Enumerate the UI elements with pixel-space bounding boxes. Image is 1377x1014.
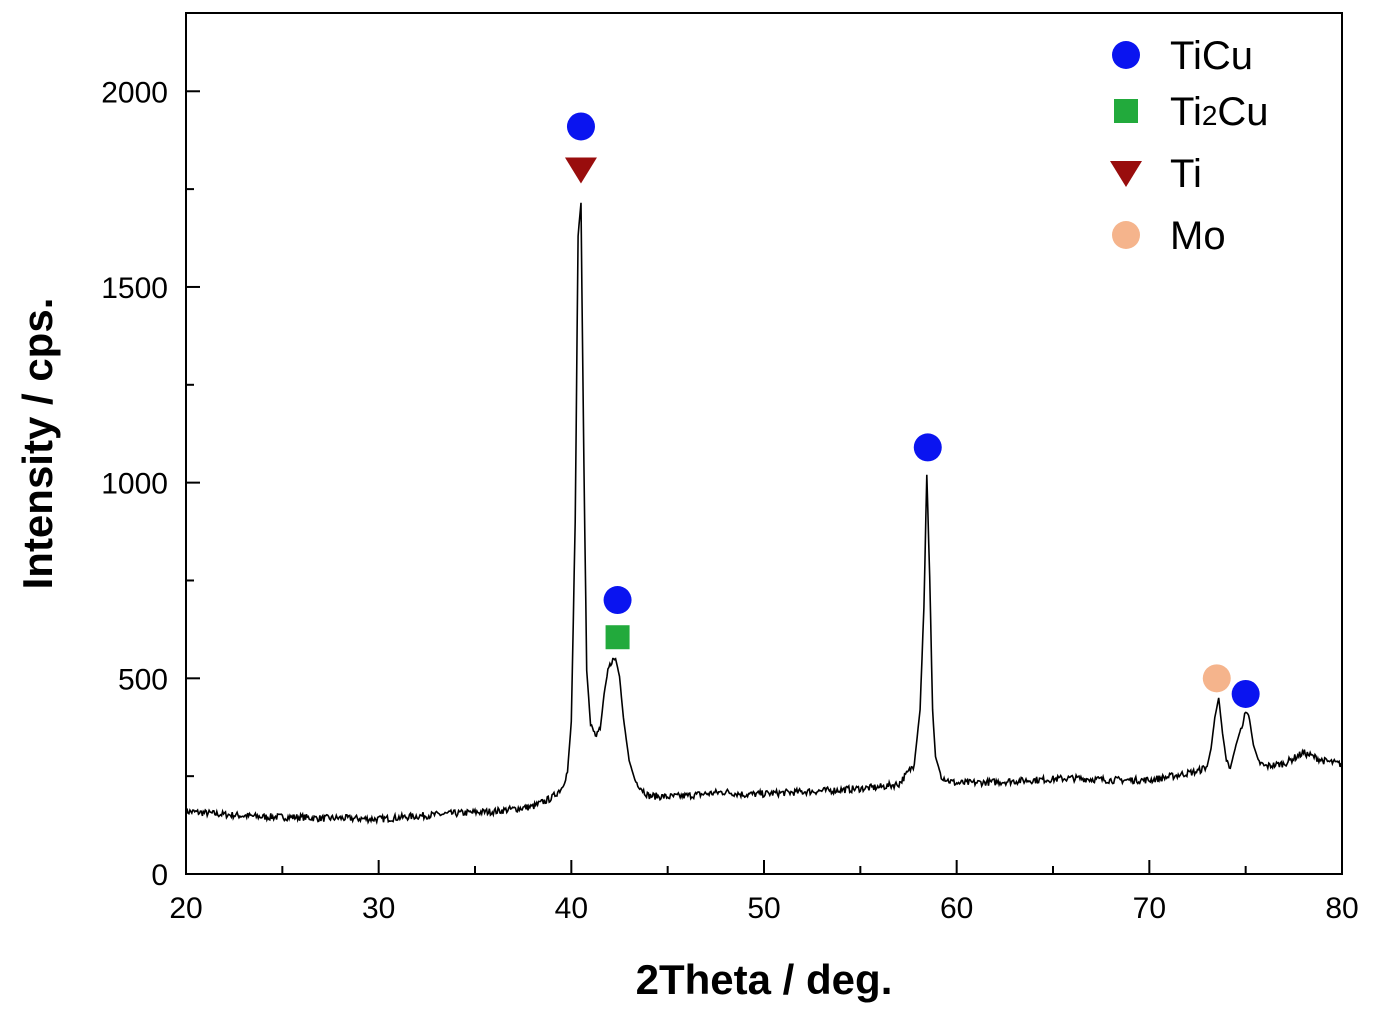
plot-frame: [185, 12, 1343, 875]
y-tick-label: 1500: [101, 272, 168, 305]
x-tick-label: 30: [362, 892, 395, 925]
legend-marker-ticu: [1112, 41, 1140, 69]
y-tick-label: 2000: [101, 76, 168, 109]
legend-marker-ti: [1110, 161, 1142, 187]
y-axis-title: Intensity / cps.: [14, 298, 61, 590]
x-axis-title: 2Theta / deg.: [636, 956, 893, 1003]
peak-marker-mo: [1202, 664, 1231, 693]
legend: TiCu Ti2Cu Ti Mo: [1110, 34, 1269, 258]
x-tick-label: 40: [555, 892, 588, 925]
legend-label: Mo: [1170, 214, 1226, 258]
y-tick-label: 0: [151, 859, 168, 892]
peak-marker-ticu: [913, 433, 942, 462]
legend-label: Ti2Cu: [1170, 90, 1269, 134]
x-tick-label: 60: [940, 892, 973, 925]
xrd-pattern-line: [185, 202, 1343, 826]
y-tick-label: 500: [118, 663, 168, 696]
peak-marker-ticu: [1231, 679, 1260, 708]
x-tick-label: 20: [169, 892, 202, 925]
legend-label: TiCu: [1170, 34, 1253, 78]
x-tick-label: 80: [1325, 892, 1358, 925]
legend-label: Ti: [1170, 152, 1202, 196]
legend-marker-mo: [1112, 221, 1140, 249]
peak-marker-ticu: [603, 586, 632, 615]
x-tick-label: 50: [747, 892, 780, 925]
peak-marker-ti: [564, 157, 597, 184]
x-axis-ticks: 20 30 40 50 60 70 80: [169, 860, 1359, 925]
peak-marker-ticu: [566, 112, 595, 141]
peak-markers: [564, 112, 1260, 708]
x-tick-label: 70: [1133, 892, 1166, 925]
peak-marker-ti2cu: [605, 625, 630, 650]
y-tick-label: 1000: [101, 468, 168, 501]
y-axis-ticks: 0 500 1000 1500 2000: [101, 76, 200, 892]
legend-marker-ti2cu: [1114, 99, 1138, 123]
